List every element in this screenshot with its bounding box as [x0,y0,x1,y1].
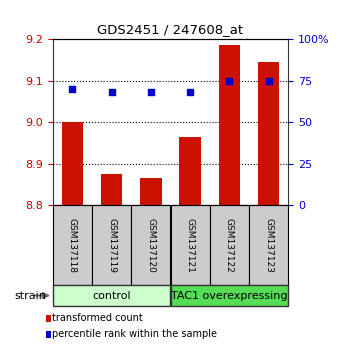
Bar [210,205,249,285]
Text: percentile rank within the sample: percentile rank within the sample [53,329,218,339]
Text: GSM137123: GSM137123 [264,218,273,273]
Text: GSM137118: GSM137118 [68,218,77,273]
Text: transformed count: transformed count [53,313,143,323]
Text: GSM137119: GSM137119 [107,218,116,273]
Point [226,78,232,84]
Bar [53,205,92,285]
Point [266,78,271,84]
Bar [258,62,279,205]
Bar [131,205,170,285]
Bar [101,174,122,205]
Bar [249,205,288,285]
Text: GSM137120: GSM137120 [146,218,155,273]
Title: GDS2451 / 247608_at: GDS2451 / 247608_at [98,23,243,36]
Bar [140,178,162,205]
Point [148,89,153,95]
Bar [62,122,83,205]
Bar [219,45,240,205]
Bar [53,285,170,306]
Point [109,89,114,95]
Text: strain: strain [14,291,46,301]
Text: control: control [92,291,131,301]
Point [70,86,75,92]
Bar [92,205,131,285]
Bar [179,137,201,205]
Text: TAC1 overexpressing: TAC1 overexpressing [171,291,287,301]
Bar [170,205,210,285]
Bar [170,285,288,306]
Text: GSM137121: GSM137121 [186,218,195,273]
Text: GSM137122: GSM137122 [225,218,234,273]
Point [187,89,193,95]
